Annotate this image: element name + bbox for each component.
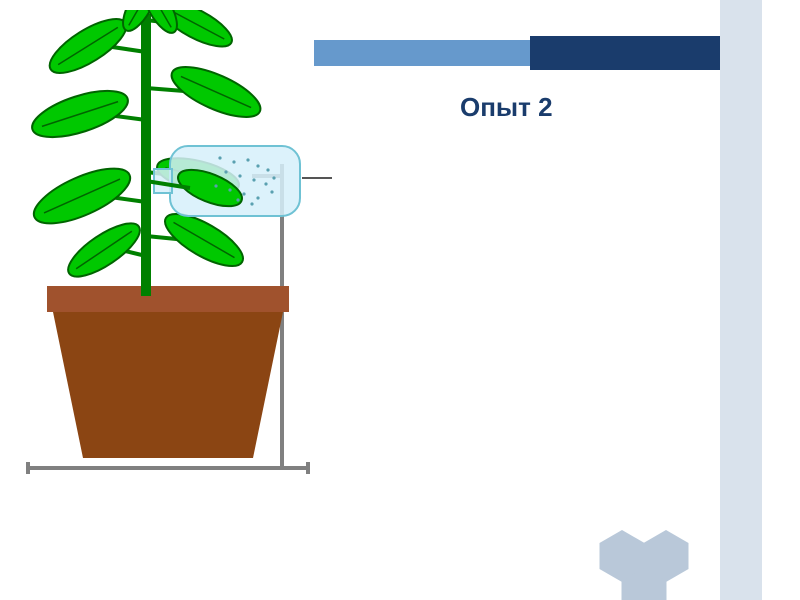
- slide: Опыт 2: [0, 0, 800, 600]
- pot-rim: [47, 286, 289, 312]
- pot-body: [53, 312, 283, 458]
- experiment-illustration: [20, 10, 340, 480]
